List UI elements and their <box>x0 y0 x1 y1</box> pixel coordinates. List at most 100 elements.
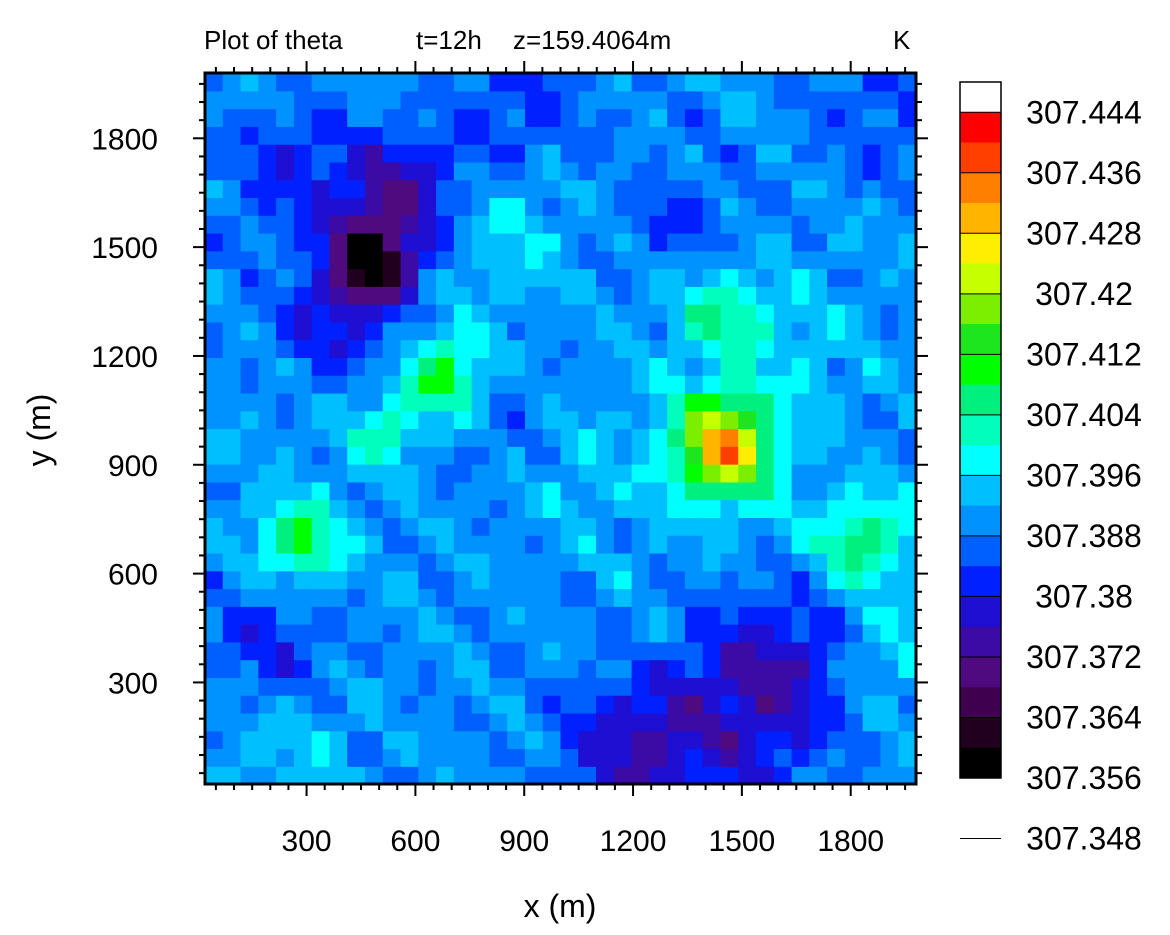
heatmap-cell <box>471 197 490 216</box>
heatmap-cell <box>720 392 739 412</box>
heatmap-cell <box>382 428 402 447</box>
heatmap-cell <box>738 126 757 145</box>
heatmap-cell <box>311 641 331 661</box>
heatmap-cell <box>507 321 526 341</box>
heatmap-cell <box>844 481 864 501</box>
heatmap-cell <box>720 410 739 430</box>
heatmap-cell <box>364 659 384 678</box>
heatmap-cell <box>542 339 562 358</box>
heatmap-cell <box>436 712 455 732</box>
heatmap-cell <box>631 410 650 430</box>
heatmap-cell <box>756 108 775 127</box>
heatmap-cell <box>756 73 775 92</box>
heatmap-cell <box>436 392 455 412</box>
heatmap-cell <box>844 286 864 305</box>
heatmap-cell <box>507 464 526 483</box>
heatmap-cell <box>862 641 882 661</box>
heatmap-cell <box>489 232 508 252</box>
heatmap-cell <box>400 215 419 234</box>
heatmap-cell <box>489 624 508 643</box>
colorbar-swatch <box>960 142 1001 174</box>
heatmap-cell <box>613 588 633 607</box>
heatmap-cell <box>631 606 650 625</box>
heatmap-cell <box>258 641 277 661</box>
heatmap-cell <box>560 446 579 465</box>
heatmap-cell <box>258 392 277 412</box>
heatmap-cell <box>293 428 313 447</box>
heatmap-cell <box>311 375 331 394</box>
heatmap-cell <box>720 517 739 536</box>
heatmap-cell <box>311 766 331 785</box>
heatmap-cell <box>827 375 846 394</box>
heatmap-cell <box>684 197 704 216</box>
heatmap-cell <box>756 321 775 341</box>
heatmap-cell <box>205 677 224 696</box>
heatmap-cell <box>240 161 259 181</box>
heatmap-cell <box>276 588 295 607</box>
heatmap-cell <box>898 606 917 625</box>
heatmap-cell <box>276 641 295 661</box>
heatmap-cell <box>880 730 899 750</box>
heatmap-cell <box>400 428 419 447</box>
heatmap-cell <box>258 552 277 572</box>
heatmap-cell <box>809 641 828 661</box>
heatmap-cell <box>827 357 846 376</box>
heatmap-cell <box>827 161 846 181</box>
heatmap-cell <box>738 748 757 767</box>
heatmap-cell <box>613 499 633 518</box>
heatmap-cell <box>862 766 882 785</box>
heatmap-cell <box>756 695 775 714</box>
heatmap-cell <box>862 161 882 181</box>
heatmap-cell <box>276 286 295 305</box>
heatmap-cell <box>578 375 597 394</box>
heatmap-cell <box>720 588 739 607</box>
heatmap-cell <box>862 73 882 92</box>
heatmap-cell <box>827 197 846 216</box>
heatmap-cell <box>862 215 882 234</box>
heatmap-cell <box>524 712 544 732</box>
heatmap-cell <box>809 677 828 696</box>
heatmap-cell <box>631 428 650 447</box>
heatmap-cell <box>418 677 437 696</box>
heatmap-cell <box>702 215 722 234</box>
heatmap-cell <box>400 517 419 536</box>
heatmap-cell <box>382 677 402 696</box>
heatmap-cell <box>400 464 419 483</box>
heatmap-cell <box>347 499 366 518</box>
heatmap-cell <box>649 286 668 305</box>
heatmap-cell <box>293 232 313 252</box>
heatmap-cell <box>756 464 775 483</box>
heatmap-cell <box>276 606 295 625</box>
heatmap-cell <box>791 161 810 181</box>
heatmap-cell <box>773 392 793 412</box>
heatmap-cell <box>311 286 331 305</box>
heatmap-cell <box>560 695 579 714</box>
heatmap-cell <box>329 375 348 394</box>
heatmap-cell <box>738 535 757 554</box>
heatmap-cell <box>453 215 473 234</box>
heatmap-cell <box>524 535 544 554</box>
heatmap-cell <box>578 659 597 678</box>
heatmap-cell <box>489 677 508 696</box>
heatmap-cell <box>276 766 295 785</box>
heatmap-cell <box>809 481 828 501</box>
heatmap-cell <box>844 641 864 661</box>
heatmap-cell <box>524 446 544 465</box>
heatmap-cell <box>329 179 348 199</box>
heatmap-cell <box>667 161 686 181</box>
heatmap-cell <box>418 624 437 643</box>
heatmap-cell <box>649 428 668 447</box>
heatmap-cell <box>613 535 633 554</box>
heatmap-cell <box>258 232 277 252</box>
heatmap-cell <box>489 606 508 625</box>
heatmap-cell <box>329 659 348 678</box>
heatmap-cell <box>364 392 384 412</box>
heatmap-cell <box>631 677 650 696</box>
heatmap-cell <box>809 197 828 216</box>
heatmap-cell <box>844 108 864 127</box>
heatmap-cell <box>222 357 242 376</box>
heatmap-cell <box>827 766 846 785</box>
heatmap-cell <box>418 250 437 270</box>
heatmap-cell <box>702 517 722 536</box>
heatmap-cell <box>524 499 544 518</box>
